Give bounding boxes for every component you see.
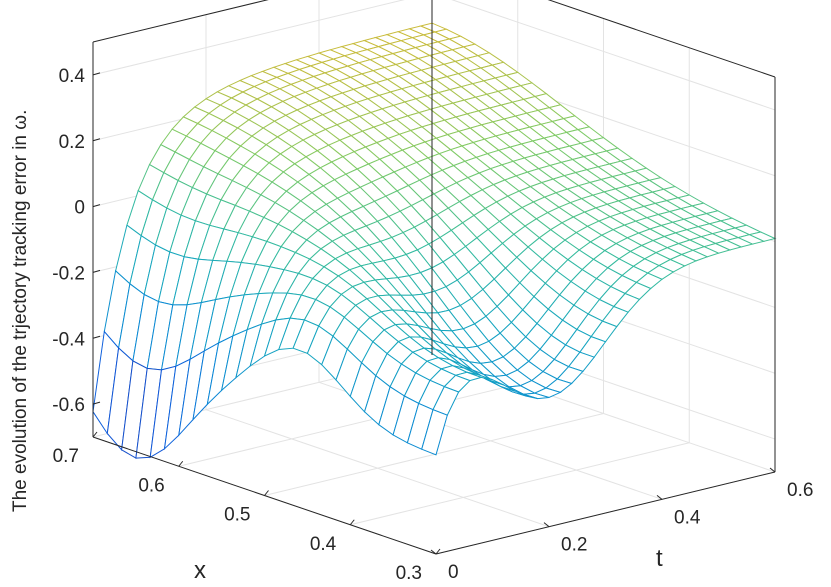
- x-tick-label: 0.3: [396, 563, 422, 584]
- x-tick-mark: [435, 548, 441, 555]
- t-tick-mark: [656, 494, 663, 500]
- t-tick-label: 0: [448, 562, 459, 583]
- t-tick-mark: [543, 522, 550, 528]
- z-tick-mark: [92, 72, 101, 76]
- t-tick-label: 0.2: [561, 535, 587, 556]
- x-tick-mark: [178, 460, 184, 467]
- t-tick-mark: [430, 549, 437, 555]
- t-tick-label: 0.6: [787, 480, 813, 501]
- x-tick-mark: [349, 519, 355, 526]
- z-tick-label: 0.2: [59, 132, 85, 153]
- surface-cell: [421, 409, 448, 456]
- z-tick-mark: [92, 269, 101, 273]
- tick-labels: 0.4 0.2 0 -0.2 -0.4 -0.6 0.7 0.6 0.5 0.4 0.3 0 0.2 0.…: [52, 66, 813, 584]
- axes-box: [92, 0, 776, 555]
- grid-line: [350, 442, 690, 526]
- x-tick-label: 0.5: [224, 505, 250, 526]
- t-tick-mark: [769, 467, 776, 473]
- z-tick-mark: [92, 204, 101, 208]
- x-tick-label: 0.7: [53, 446, 79, 467]
- surface-mesh: [92, 22, 777, 459]
- z-tick-label: 0: [74, 198, 85, 219]
- grid-line: [178, 383, 518, 467]
- z-tick-mark: [92, 335, 101, 339]
- x-tick-label: 0.6: [138, 475, 164, 496]
- x-axis-label: x: [194, 557, 206, 584]
- z-tick-label: 0.4: [59, 66, 86, 87]
- z-axis-label: The evolution of the trjectory tracking …: [10, 110, 31, 512]
- back-edge-line: [92, 0, 269, 43]
- grid-line: [205, 409, 550, 528]
- z-tick-label: -0.6: [52, 395, 85, 416]
- z-tick-mark: [92, 138, 101, 142]
- t-tick-label: 0.4: [674, 507, 701, 528]
- x-tick-label: 0.4: [310, 534, 337, 555]
- z-tick-mark: [92, 401, 101, 405]
- x-tick-mark: [264, 490, 269, 496]
- z-tick-label: -0.4: [52, 329, 85, 350]
- y-axis-label: t: [656, 545, 663, 572]
- back-edge-line: [547, 0, 776, 78]
- z-tick-label: -0.2: [52, 263, 85, 284]
- t-axis-line: [435, 471, 776, 555]
- grid-line: [92, 0, 405, 76]
- x-tick-mark: [92, 431, 98, 438]
